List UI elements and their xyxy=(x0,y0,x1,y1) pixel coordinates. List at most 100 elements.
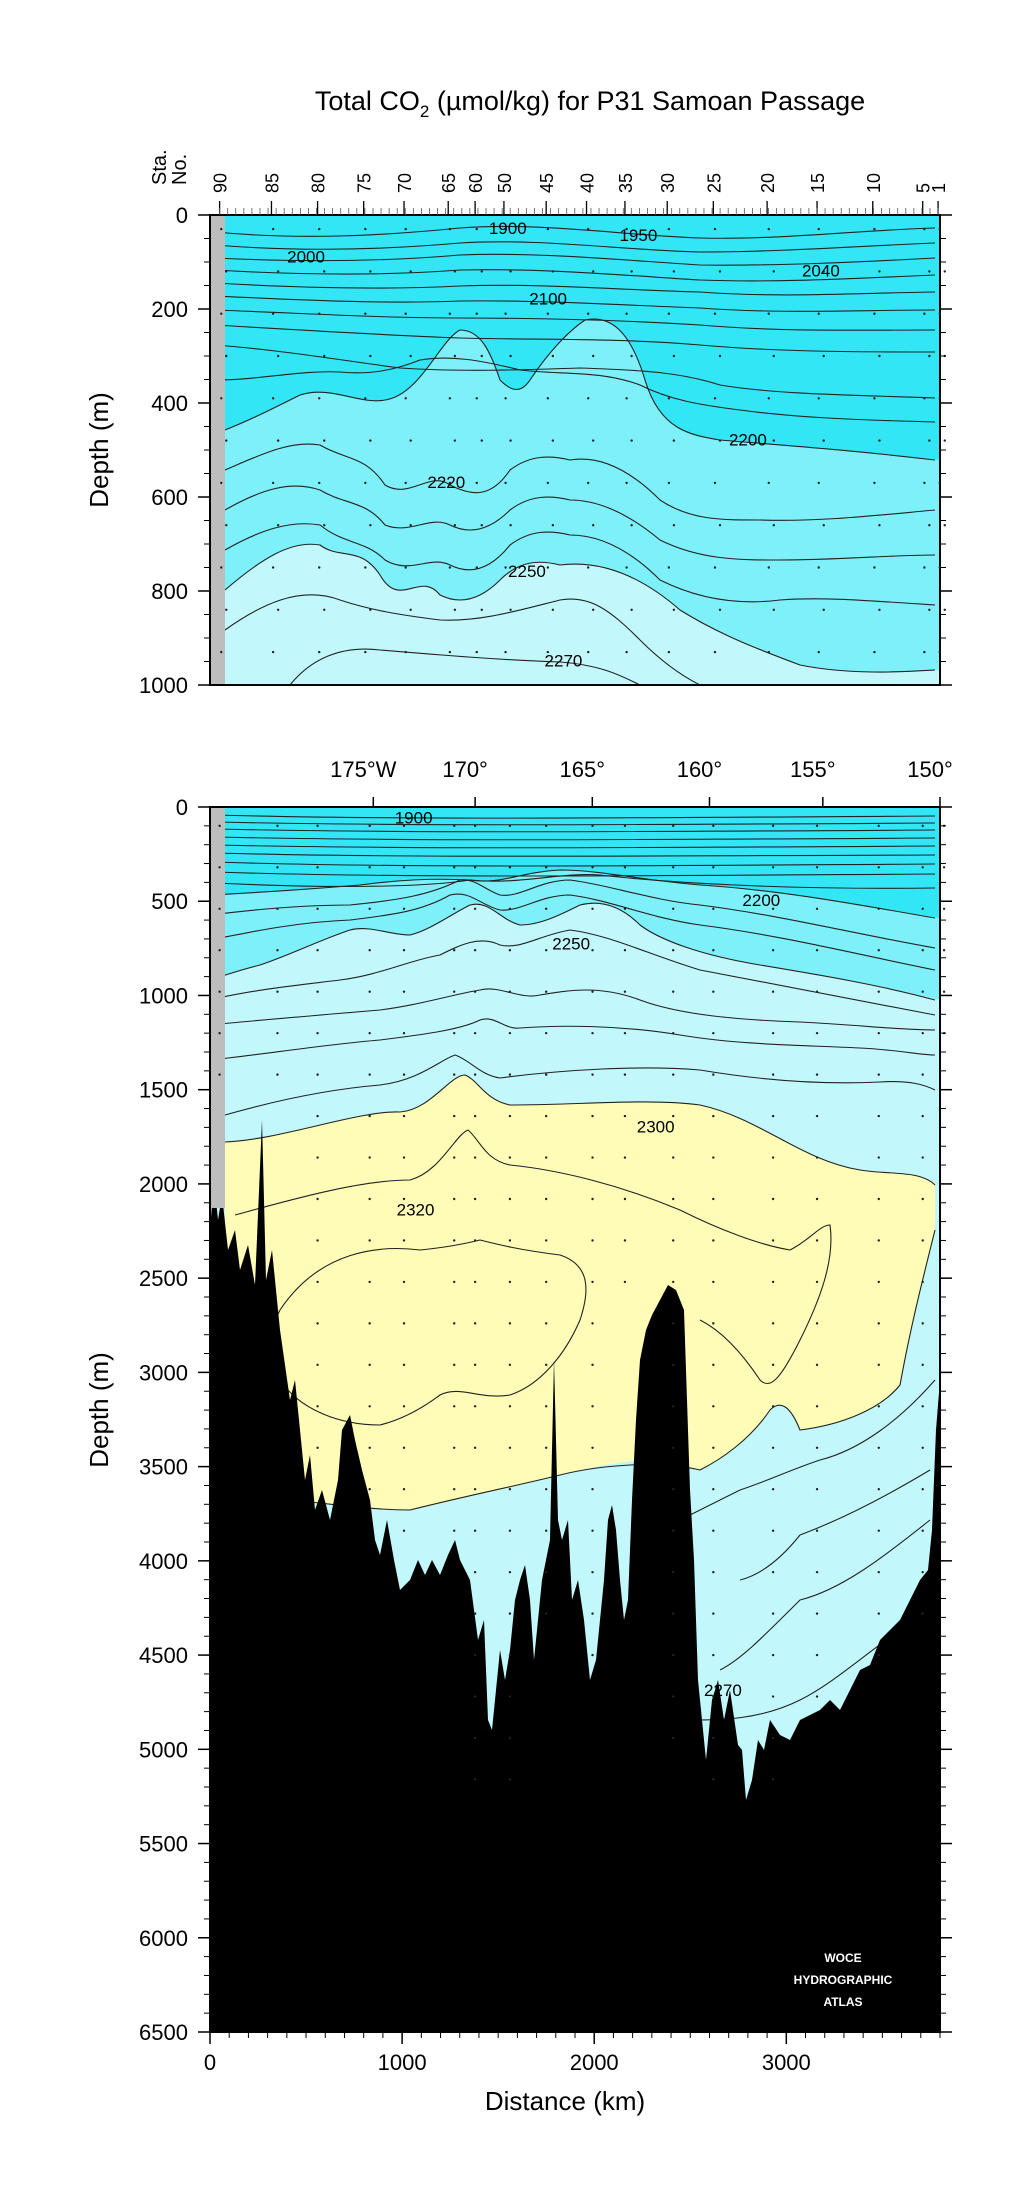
sample-dot xyxy=(509,608,512,611)
sample-dot xyxy=(276,949,279,952)
sample-dot xyxy=(877,1114,880,1118)
sample-dot xyxy=(448,481,452,485)
sample-dot xyxy=(591,1612,594,1615)
sample-dot xyxy=(822,439,825,442)
top-ytick-label: 200 xyxy=(151,297,188,322)
sample-dot xyxy=(368,1405,371,1408)
sample-dot xyxy=(316,1073,319,1076)
sample-dot xyxy=(921,866,924,869)
sample-dot xyxy=(712,1612,715,1615)
sample-dot xyxy=(815,824,819,828)
sample-dot xyxy=(475,481,478,485)
sample-dot xyxy=(364,650,367,654)
bottom-land-strip xyxy=(211,808,225,1208)
sample-dot xyxy=(877,1612,880,1615)
contour-label: 2320 xyxy=(397,1200,435,1219)
sample-dot xyxy=(591,824,594,828)
sample-dot xyxy=(544,1031,548,1035)
sample-dot xyxy=(938,397,941,400)
sample-dot xyxy=(712,1529,715,1532)
sample-dot xyxy=(453,990,456,993)
sample-dot xyxy=(368,1239,371,1242)
sample-dot xyxy=(623,1031,627,1035)
sample-dot xyxy=(923,397,926,400)
sample-dot xyxy=(316,866,319,869)
sample-dot xyxy=(817,312,820,315)
sample-dot xyxy=(625,227,628,231)
sample-dot xyxy=(667,481,671,485)
bathymetry-bottom xyxy=(210,1120,940,2032)
watermark-line: WOCE xyxy=(824,1951,861,1965)
sample-dot xyxy=(672,1736,675,1740)
sample-dot xyxy=(623,907,627,910)
sample-dot xyxy=(409,608,412,611)
sample-dot xyxy=(544,1322,548,1325)
sample-dot xyxy=(817,566,820,569)
sample-dot xyxy=(771,990,775,993)
woce-watermark: WOCE HYDROGRAPHIC ATLAS xyxy=(794,1951,893,2009)
station-tick-label: 60 xyxy=(466,173,486,193)
sample-dot xyxy=(453,1446,456,1449)
sample-dot xyxy=(551,608,555,611)
sample-dot xyxy=(815,1156,819,1159)
station-label-sta: Sta. xyxy=(149,149,171,185)
sample-dot xyxy=(921,1363,924,1367)
sample-dot xyxy=(672,1363,675,1367)
sample-dot xyxy=(473,824,477,828)
station-tick-label: 45 xyxy=(537,173,557,193)
sample-dot xyxy=(220,481,223,485)
sample-dot xyxy=(448,312,452,315)
top-station-axis: 90 85 80 75 70 65 60 50 45 40 35 30 25 20 15 10 51 xyxy=(211,173,949,215)
sample-dot xyxy=(815,1363,819,1367)
sample-dot xyxy=(586,397,590,400)
sample-dot xyxy=(877,824,880,828)
sample-dot xyxy=(771,907,775,910)
sample-dot xyxy=(448,566,452,569)
sample-dot xyxy=(473,1114,477,1118)
sample-dot xyxy=(509,270,512,273)
sample-dot xyxy=(921,1114,924,1118)
sample-dot xyxy=(546,312,550,315)
sample-dot xyxy=(546,566,550,569)
sample-dot xyxy=(667,312,671,315)
sample-dot xyxy=(712,1446,715,1449)
sample-dot xyxy=(943,270,946,273)
sample-dot xyxy=(771,824,775,828)
sample-dot xyxy=(921,949,924,952)
top-station-dots xyxy=(220,227,946,654)
sample-dot xyxy=(921,1405,924,1408)
sample-dot xyxy=(453,1488,456,1491)
sample-dot xyxy=(591,1197,594,1201)
sample-dot xyxy=(218,824,221,828)
sample-dot xyxy=(873,312,876,315)
sample-dot xyxy=(938,650,941,654)
sample-dot xyxy=(316,1197,319,1201)
station-tick-label: 80 xyxy=(309,173,329,193)
sample-dot xyxy=(544,1197,548,1201)
sample-dot xyxy=(672,1114,675,1118)
sample-dot xyxy=(712,907,715,910)
sample-dot xyxy=(453,1529,456,1532)
sample-dot xyxy=(672,990,675,993)
longitude-tick-label: 170° xyxy=(442,757,488,782)
sample-dot xyxy=(928,439,931,442)
sample-dot xyxy=(712,1695,715,1698)
bottom-xlabel: Distance (km) xyxy=(485,2086,645,2116)
sample-dot xyxy=(771,1778,775,1781)
sample-dot xyxy=(276,1073,279,1076)
sample-dot xyxy=(508,866,512,869)
sample-dot xyxy=(323,608,326,611)
sample-dot xyxy=(591,1156,594,1159)
sample-dot xyxy=(544,824,548,828)
bottom-ytick-label: 2500 xyxy=(139,1266,188,1291)
sample-dot xyxy=(772,439,775,442)
station-tick-label: 5 xyxy=(914,183,934,193)
contour-label: 1900 xyxy=(395,808,433,827)
sample-dot xyxy=(480,354,483,358)
bottom-ytick-label: 5000 xyxy=(139,1737,188,1762)
sample-dot xyxy=(480,439,483,442)
sample-dot xyxy=(475,650,478,654)
sample-dot xyxy=(402,1156,406,1159)
bottom-ytick-label: 2000 xyxy=(139,1172,188,1197)
top-land-strip xyxy=(211,216,225,684)
